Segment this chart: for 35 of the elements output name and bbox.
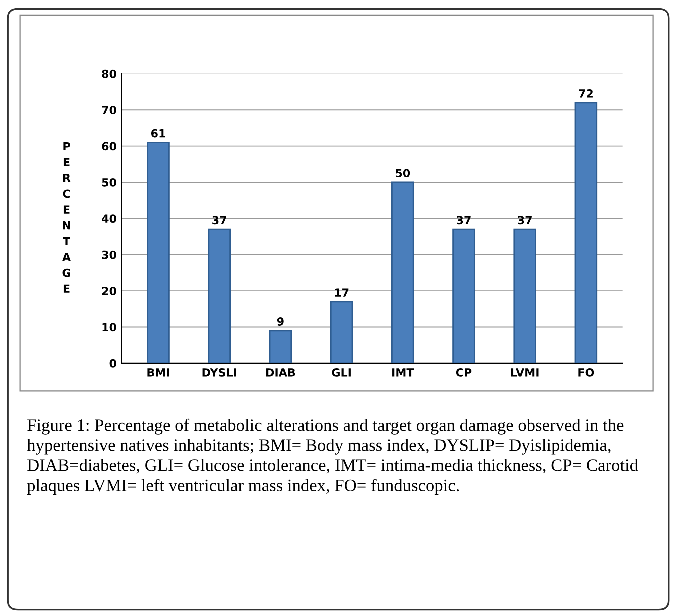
bar — [330, 301, 354, 364]
bar — [392, 182, 414, 364]
data-label: 61 — [151, 129, 166, 138]
x-tick-label: GLI — [332, 368, 351, 377]
bar — [574, 102, 598, 364]
bar — [269, 330, 292, 364]
y-tick-label: 40 — [102, 214, 116, 224]
bar — [147, 142, 170, 364]
y-tick-label: 0 — [110, 359, 116, 368]
y-tick-label: 50 — [102, 178, 116, 187]
text: PERCENTAGE — [62, 142, 71, 293]
y-tick-label: 30 — [102, 250, 116, 260]
caption: Figure 1: Percentage of metabolic alterations and target organ damage observed in the hypertensive natives inhabitants; BMI= Body mass index, DYSLIP= Dyislipidemia, DIAB=diabetes, GLI= Glucose intolerance, IMT= intima-media thickness, CP= Carotid plaques LVMI= left ventricular mass index, FO= funduscopic. — [27, 418, 638, 496]
data-label: 37 — [518, 216, 532, 225]
bar — [452, 228, 476, 364]
bar — [514, 228, 536, 364]
x-tick-label: FO — [578, 368, 594, 377]
data-label: 9 — [277, 318, 284, 326]
data-label: 37 — [457, 216, 471, 225]
x-tick-label: BMI — [148, 368, 170, 377]
data-label: 50 — [396, 169, 410, 178]
y-tick-label: 70 — [102, 106, 116, 114]
data-label: 72 — [579, 90, 593, 98]
x-tick-label: IMT — [392, 368, 414, 377]
y-tick-label: 10 — [102, 323, 116, 332]
y-tick-label: 20 — [102, 287, 116, 296]
data-label: 17 — [335, 288, 349, 297]
x-tick-label: DYSLI — [202, 368, 236, 377]
y-tick-label: 60 — [102, 142, 116, 151]
x-tick-label: LVMI — [511, 368, 539, 377]
x-tick-label: CP — [456, 368, 472, 377]
x-tick-label: DIAB — [266, 368, 296, 377]
bar — [208, 228, 231, 364]
data-label: 37 — [212, 216, 226, 225]
y-tick-label: 80 — [102, 70, 116, 78]
